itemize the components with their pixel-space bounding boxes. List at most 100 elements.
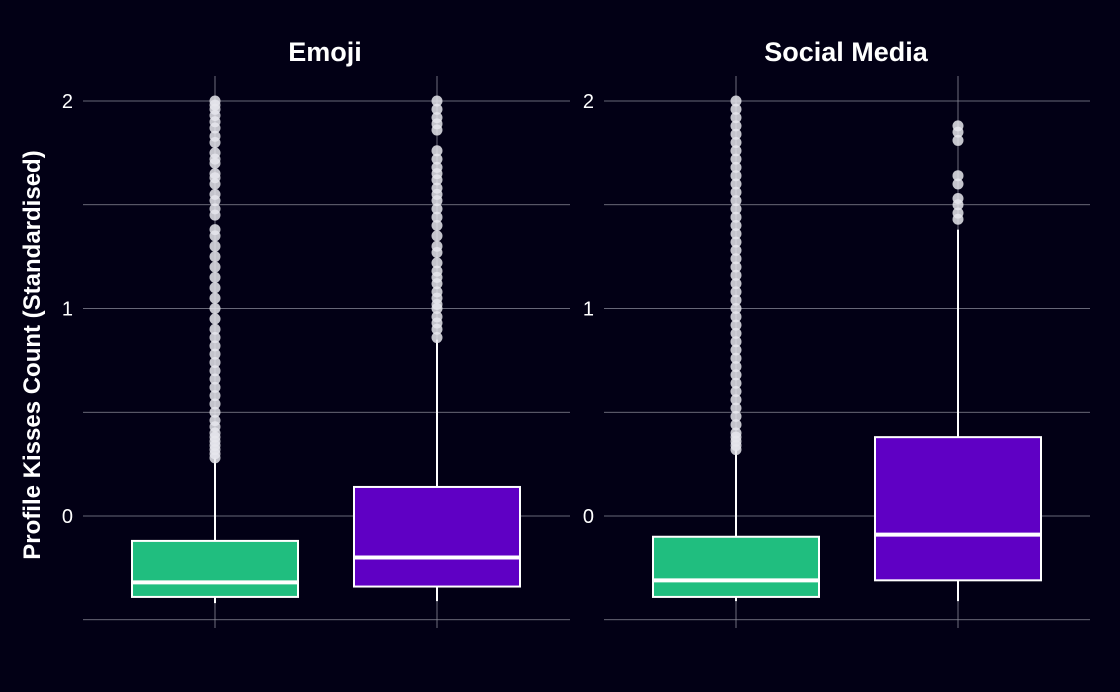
outlier-point <box>730 186 742 198</box>
outlier-point <box>730 120 742 132</box>
outlier-point <box>431 265 443 277</box>
outlier-point <box>730 220 742 231</box>
outlier-point <box>209 356 221 368</box>
y-tick-label: 1 <box>583 299 594 321</box>
outlier-point <box>730 361 742 373</box>
outlier-point <box>730 244 742 256</box>
outlier-point <box>730 311 742 323</box>
outlier-point <box>730 261 742 273</box>
outlier-point <box>952 134 964 146</box>
outlier-point <box>209 147 221 159</box>
outlier-point <box>209 303 221 314</box>
outlier-point <box>730 137 742 148</box>
outlier-point <box>431 286 443 298</box>
outlier-point <box>209 261 221 273</box>
outlier-point <box>730 369 742 381</box>
outlier-point <box>730 236 742 248</box>
outlier-point <box>209 240 221 252</box>
outlier-point <box>431 332 443 344</box>
outlier-point <box>209 188 221 200</box>
outlier-point <box>730 195 742 207</box>
outlier-point <box>730 161 742 173</box>
box-body <box>652 535 820 598</box>
outlier-point <box>431 112 443 124</box>
y-tick-label: 2 <box>583 91 594 113</box>
box-2 <box>874 120 1042 602</box>
outlier-point <box>730 103 742 115</box>
outlier-point <box>730 269 742 281</box>
outlier-point <box>209 406 221 418</box>
outlier-point <box>730 145 742 157</box>
outlier-point <box>730 344 742 356</box>
panel-title: Social Media <box>764 37 929 67</box>
outlier-point <box>431 103 443 115</box>
outlier-point <box>431 257 443 269</box>
outlier-point <box>431 95 443 107</box>
outlier-point <box>730 352 742 364</box>
box-1 <box>652 95 820 602</box>
outlier-point <box>730 128 742 140</box>
outlier-point <box>431 240 443 252</box>
outlier-point <box>730 319 742 331</box>
outlier-point <box>431 230 443 242</box>
box-body <box>131 539 299 598</box>
outlier-point <box>952 178 964 190</box>
outlier-point <box>730 427 742 439</box>
outlier-point <box>209 168 221 180</box>
outlier-point <box>431 220 443 231</box>
y-tick-label: 0 <box>62 506 73 528</box>
outlier-point <box>730 228 742 240</box>
y-tick-label: 0 <box>583 506 594 528</box>
outlier-point <box>431 161 443 173</box>
y-axis-label: Profile Kisses Count (Standardised) <box>19 150 46 559</box>
panels: 0 1 2 Emoji 0 1 2 Social Media <box>62 37 1090 628</box>
outlier-point <box>730 294 742 306</box>
outlier-point <box>209 203 221 215</box>
box-body <box>874 436 1042 582</box>
outlier-point <box>209 282 221 294</box>
outlier-point <box>209 224 221 236</box>
outlier-point <box>431 182 443 194</box>
panel-title: Emoji <box>288 37 362 67</box>
outlier-point <box>209 130 221 142</box>
outlier-point <box>209 95 221 107</box>
outlier-point <box>730 95 742 107</box>
outlier-point <box>209 323 221 335</box>
outlier-point <box>730 278 742 290</box>
box-1 <box>131 95 299 604</box>
outlier-point <box>730 327 742 339</box>
y-tick-label: 2 <box>62 91 73 113</box>
y-tick-label: 1 <box>62 299 73 321</box>
outlier-point <box>209 373 221 385</box>
outlier-point <box>431 211 443 223</box>
outlier-point <box>209 415 221 427</box>
outlier-point <box>209 251 221 263</box>
outlier-point <box>730 203 742 215</box>
outlier-point <box>209 390 221 402</box>
box-body <box>353 485 521 588</box>
outlier-point <box>730 112 742 124</box>
outlier-point <box>431 203 443 215</box>
outlier-point <box>730 178 742 190</box>
outlier-point <box>209 271 221 283</box>
outlier-point <box>730 394 742 406</box>
outlier-point <box>209 340 221 352</box>
outlier-point <box>209 398 221 410</box>
outlier-point <box>730 410 742 422</box>
outlier-point <box>431 311 443 323</box>
outlier-point <box>209 348 221 360</box>
panel-2: 0 1 2 Social Media <box>583 37 1090 628</box>
outlier-point <box>952 170 964 182</box>
outlier-point <box>730 386 742 397</box>
outlier-point <box>730 336 742 348</box>
outlier-point <box>209 292 221 304</box>
outlier-point <box>730 402 742 414</box>
box-2 <box>353 95 521 602</box>
outlier-point <box>209 332 221 344</box>
outlier-point <box>730 211 742 223</box>
outlier-point <box>952 120 964 132</box>
outlier-point <box>730 253 742 265</box>
panel-1: 0 1 2 Emoji <box>62 37 570 628</box>
outlier-point <box>952 193 964 205</box>
